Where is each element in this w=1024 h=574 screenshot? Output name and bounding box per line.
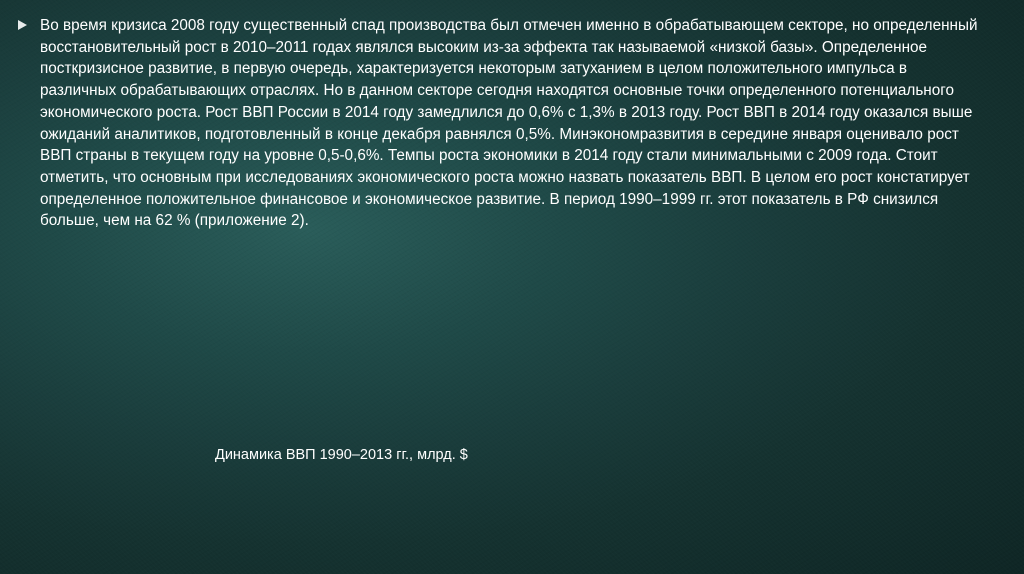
bullet-icon (18, 20, 27, 30)
chart-caption: Динамика ВВП 1990–2013 гг., млрд. $ (215, 447, 468, 463)
body-paragraph: Во время кризиса 2008 году существенный … (40, 15, 985, 232)
